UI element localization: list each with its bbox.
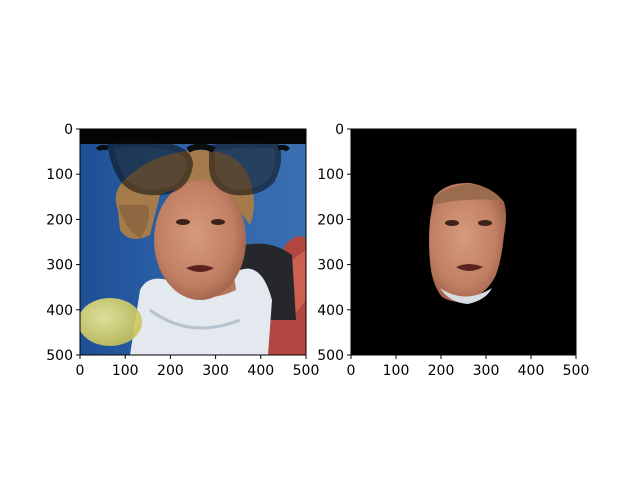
masked-face: [351, 129, 576, 355]
xtick-label-left: 100: [112, 363, 139, 379]
ytick-label-right: 500: [317, 348, 344, 364]
xtick-label-right: 300: [473, 363, 500, 379]
ytick-label-right: 0: [335, 122, 344, 138]
ytick-label-left: 200: [46, 212, 73, 228]
xtick-label-left: 400: [247, 363, 274, 379]
ytick-label-left: 400: [46, 303, 73, 319]
ytick-label-left: 300: [46, 258, 73, 274]
axes-left-xticks: 0 100 200 300 400 500: [76, 355, 320, 379]
xtick-label-right: 500: [563, 363, 590, 379]
xtick-label-right: 400: [518, 363, 545, 379]
ytick-label-right: 300: [317, 258, 344, 274]
axes-right-image: 0 100 200 300 400 500 0 100 200 300 400 500: [317, 122, 589, 379]
xtick-label-left: 0: [76, 363, 85, 379]
xtick-label-right: 200: [428, 363, 455, 379]
axes-right-xticks: 0 100 200 300 400 500: [347, 355, 590, 379]
axes-left-yticks: 0 100 200 300 400 500: [46, 122, 80, 364]
ytick-label-left: 0: [64, 122, 73, 138]
axes-left-image: 0 100 200 300 400 500 0 100 200 300 400 500: [46, 122, 319, 379]
ytick-label-right: 200: [317, 212, 344, 228]
ytick-label-left: 500: [46, 348, 73, 364]
xtick-label-left: 200: [157, 363, 184, 379]
axes-right-yticks: 0 100 200 300 400 500: [317, 122, 351, 364]
xtick-label-left: 500: [293, 363, 320, 379]
ytick-label-left: 100: [46, 167, 73, 183]
xtick-label-left: 300: [202, 363, 229, 379]
glasses-overlay: [95, 140, 290, 196]
ytick-label-right: 100: [317, 167, 344, 183]
xtick-label-right: 100: [383, 363, 410, 379]
ytick-label-right: 400: [317, 303, 344, 319]
face-photo: [80, 129, 306, 355]
axes-right-frame: [350, 128, 577, 356]
axes-left-frame: [79, 128, 307, 356]
xtick-label-right: 0: [347, 363, 356, 379]
